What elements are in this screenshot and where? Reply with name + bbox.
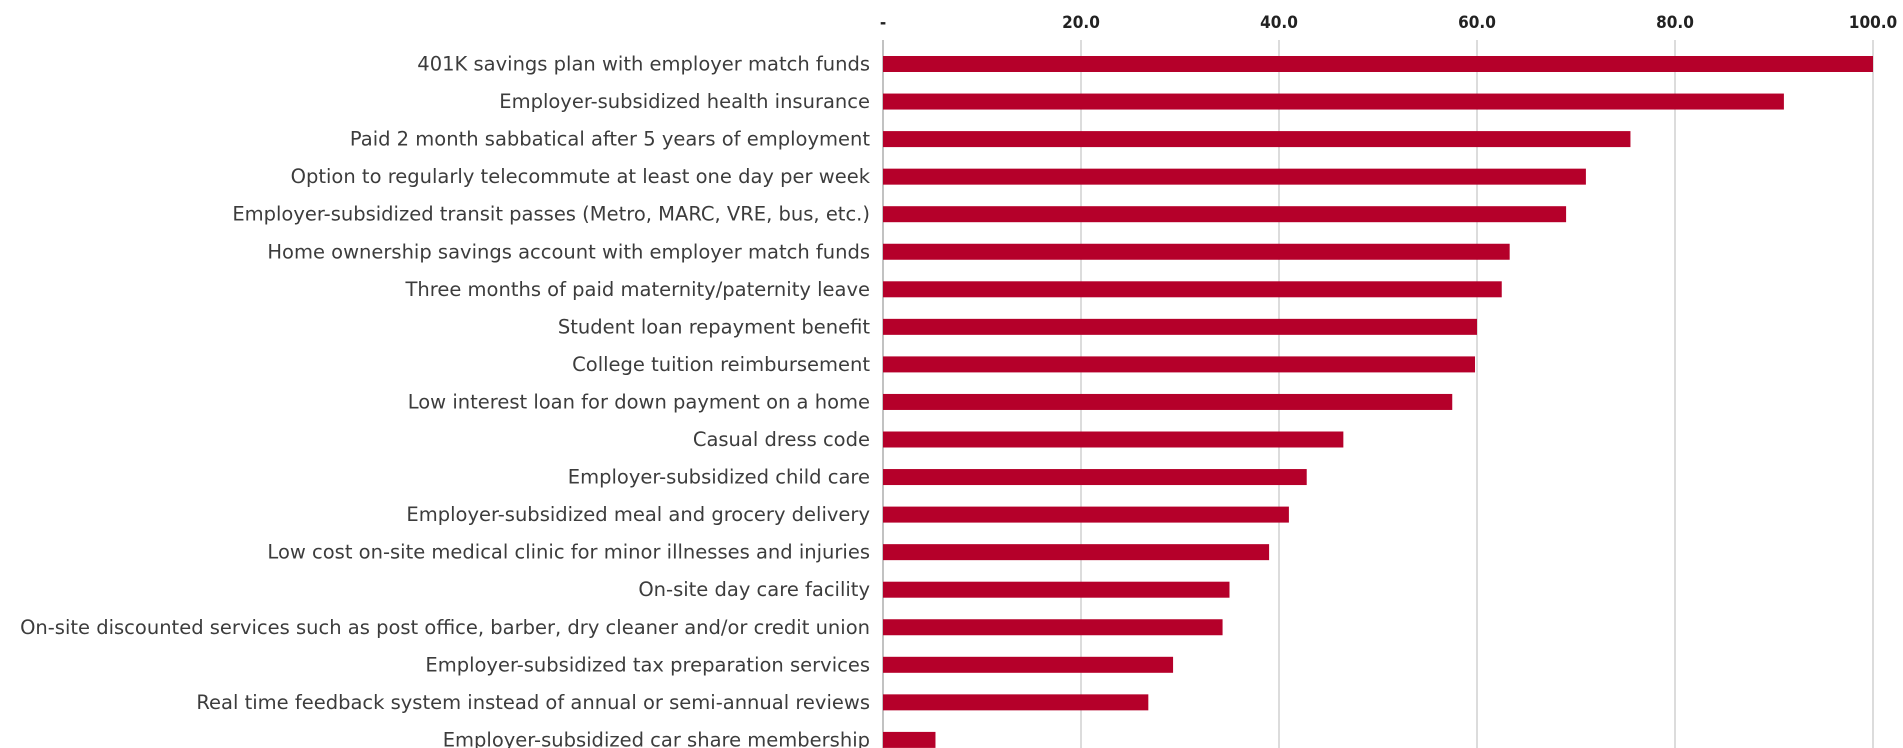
bar (883, 318, 1477, 335)
bar (883, 206, 1567, 223)
bar (883, 356, 1476, 373)
category-label: Low cost on-site medical clinic for mino… (267, 541, 870, 564)
bar (883, 656, 1174, 673)
category-labels: 401K savings plan with employer match fu… (20, 53, 871, 748)
x-tick-label: - (880, 13, 886, 33)
bar (883, 506, 1289, 523)
bar (883, 694, 1149, 711)
category-label: Employer-subsidized child care (568, 466, 870, 489)
category-label: Three months of paid maternity/paternity… (404, 278, 870, 301)
bar (883, 469, 1307, 486)
bar (883, 281, 1502, 298)
bar (883, 243, 1510, 260)
category-label: Home ownership savings account with empl… (267, 240, 870, 263)
category-label: Employer-subsidized health insurance (499, 90, 870, 113)
category-label: On-site day care facility (638, 578, 870, 601)
category-label: Option to regularly telecommute at least… (291, 165, 871, 188)
category-label: Employer-subsidized meal and grocery del… (406, 503, 870, 526)
bar (883, 544, 1270, 561)
bar (883, 131, 1631, 148)
bar (883, 56, 1873, 72)
category-label: College tuition reimbursement (572, 353, 870, 376)
category-label: Real time feedback system instead of ann… (196, 691, 870, 714)
bars-layer (883, 56, 1873, 748)
category-label: 401K savings plan with employer match fu… (417, 53, 870, 76)
x-tick-label: 100.0 (1849, 13, 1897, 33)
category-label: Employer-subsidized car share membership (443, 728, 870, 748)
bar (883, 619, 1223, 636)
x-tick-label: 20.0 (1062, 13, 1100, 33)
category-label: On-site discounted services such as post… (20, 616, 870, 639)
category-label: Low interest loan for down payment on a … (408, 390, 870, 413)
bar (883, 168, 1586, 185)
category-label: Casual dress code (693, 428, 870, 451)
bar (883, 581, 1230, 598)
bar (883, 93, 1784, 110)
x-tick-label: 40.0 (1260, 13, 1298, 33)
bar (883, 431, 1344, 448)
bar (883, 731, 936, 748)
category-label: Employer-subsidized transit passes (Metr… (232, 203, 870, 226)
x-axis-tick-labels: - 20.0 40.0 60.0 80.0 100.0 (880, 13, 1897, 33)
category-label: Student loan repayment benefit (558, 315, 870, 338)
category-label: Employer-subsidized tax preparation serv… (425, 653, 870, 676)
x-tick-label: 80.0 (1656, 13, 1694, 33)
bar (883, 393, 1453, 410)
category-label: Paid 2 month sabbatical after 5 years of… (350, 128, 870, 151)
x-tick-label: 60.0 (1458, 13, 1496, 33)
